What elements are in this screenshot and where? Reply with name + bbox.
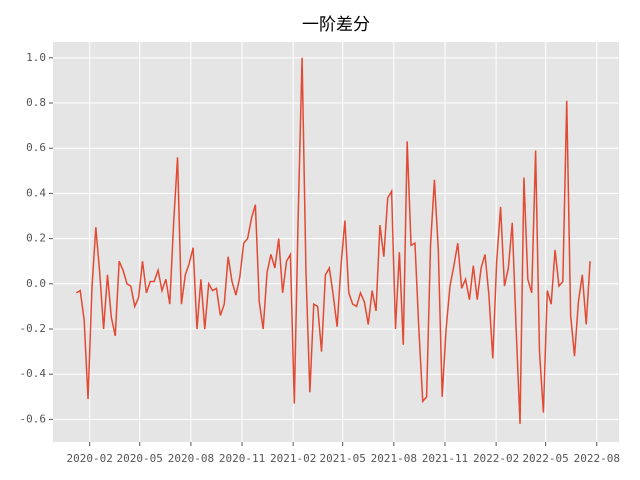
x-tick-label: 2020-08 [168, 452, 214, 465]
y-tick-label: -0.6 [20, 412, 47, 425]
x-tick-label: 2020-02 [67, 452, 113, 465]
y-tick-label: -0.2 [20, 322, 47, 335]
chart-title: 一阶差分 [302, 15, 370, 35]
y-tick-label: 0.4 [26, 186, 46, 199]
y-tick-label: 1.0 [26, 51, 46, 64]
y-tick-label: 0.2 [26, 232, 46, 245]
y-tick-label: 0.0 [26, 277, 46, 290]
line-series [75, 57, 591, 424]
x-tick-label: 2021-08 [371, 452, 417, 465]
y-tick-label: -0.4 [20, 367, 47, 380]
x-tick-label: 2021-11 [422, 452, 468, 465]
plot-area [53, 42, 619, 442]
y-tick-label: 0.6 [26, 141, 46, 154]
x-tick-label: 2022-02 [473, 452, 519, 465]
y-tick-label: 0.8 [26, 96, 46, 109]
x-tick-label: 2020-05 [117, 452, 163, 465]
x-tick-label: 2021-02 [270, 452, 316, 465]
x-tick-label: 2021-05 [319, 452, 365, 465]
x-tick-label: 2020-11 [219, 452, 265, 465]
x-tick-label: 2022-05 [522, 452, 568, 465]
x-tick-label: 2022-08 [574, 452, 620, 465]
